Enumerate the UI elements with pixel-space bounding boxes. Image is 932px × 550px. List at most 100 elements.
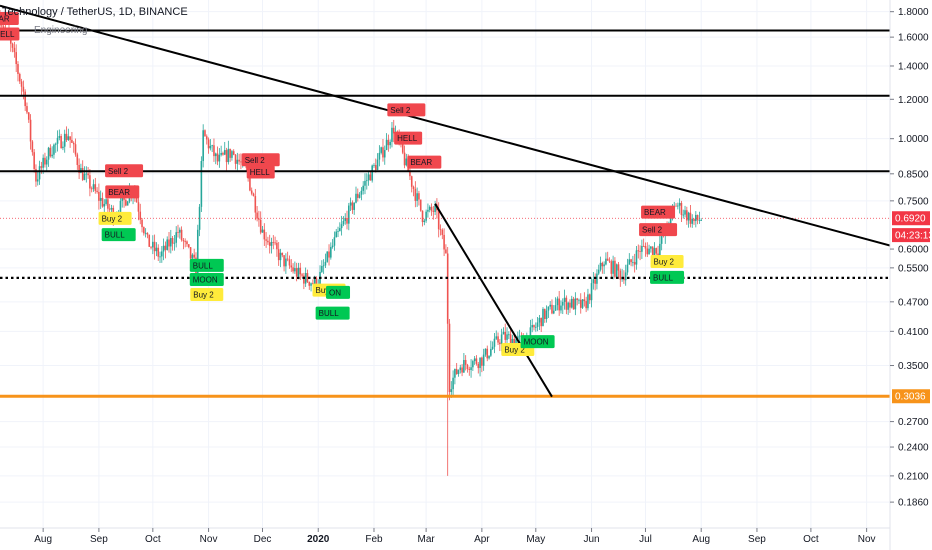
candle-body [513,338,516,345]
candle-body [646,248,649,255]
signal-sell-tag[interactable]: Sell 2 [639,223,678,237]
signal-tag-box [246,165,275,179]
candle-body [276,242,278,250]
candle-body [85,173,88,175]
candle-body [252,193,255,197]
candle-body [0,25,3,27]
signal-tag-box [326,285,351,299]
signal-sell-tag[interactable]: HELL [394,131,423,145]
candle-body [335,231,338,238]
horizontal-levels-layer [0,29,890,398]
signal-buy-tag[interactable]: Buy 2 [190,288,224,302]
signal-sell-tag[interactable]: BEAR [0,12,19,26]
candle-body [27,112,30,120]
candle-body [642,245,645,247]
candle-body [159,256,161,258]
signal-tag-label: HELL [0,30,15,39]
signal-tag-label: BEAR [410,158,432,167]
signal-tag-box [98,211,132,225]
candle-body [126,201,129,206]
candle-body [619,270,622,280]
candle-body [603,264,605,267]
candle-body [288,259,291,266]
signal-sell-tag[interactable]: BEAR [105,185,140,199]
candle-body [592,279,595,284]
candle-body [321,266,323,272]
candle-body [40,166,43,168]
signal-tag-box [387,103,426,117]
signal-bull-tag[interactable]: ON [326,285,351,299]
candle-body [495,336,498,339]
candle-body [418,193,420,200]
signal-sell-tag[interactable]: BEAR [407,155,442,169]
candle-body [44,157,46,165]
candle-body [54,143,57,145]
price-axis[interactable]: 1.8000 1.6000 1.4000 1.2000 1.0000 0.8500 0.75… [889,0,932,550]
candle-body [466,364,469,370]
candle-body [186,241,188,245]
signal-tag-label: MOON [193,275,218,284]
time-tick-label: Feb [365,534,383,545]
candle-body [164,245,167,250]
candle-body [659,243,661,256]
candle-body [481,357,483,366]
candle-body [204,130,206,137]
signal-sell-tag[interactable]: Sell 2 [105,164,144,178]
candle-body [648,248,650,255]
candle-body [74,144,77,155]
signal-tag-label: BEAR [108,188,130,197]
candle-body [38,166,41,180]
time-axis[interactable]: Aug Sep Oct Nov Dec 2020 Feb Mar Apr May Jun Jul Aug… [0,527,890,545]
candle-body [563,297,566,302]
candle-body [552,310,555,314]
signal-sell-tag[interactable]: HELL [246,165,275,179]
candle-body [47,147,50,160]
candle-body [299,267,302,275]
signal-bull-tag[interactable]: BULL [189,258,224,272]
candle-body [49,147,52,157]
candle-body [53,144,55,155]
signal-bull-tag[interactable]: MOON [520,335,555,349]
signal-bull-tag[interactable]: MOON [189,272,224,286]
candle-body [36,179,39,182]
candle-body [331,245,334,248]
signal-sell-tag[interactable]: BEAR [641,205,676,219]
candle-body [189,247,192,259]
candle-body [450,389,453,393]
candle-body [328,251,330,258]
candle-body [15,52,17,65]
candle-body [256,212,258,219]
candle-body [294,268,296,272]
candle-body [207,139,210,149]
candle-body [18,73,21,82]
signal-buy-tag[interactable]: Buy 2 [650,255,684,269]
candle-body [479,357,481,369]
candle-body [499,342,501,345]
candle-body [509,334,512,347]
candle-body [491,346,494,349]
signal-bull-tag[interactable]: BULL [101,228,136,242]
candle-body [13,47,16,53]
candle-body [139,211,142,220]
signal-sell-tag[interactable]: Sell 2 [387,103,426,117]
trendline[interactable] [0,4,891,247]
candle-body [517,336,519,340]
candle-body [166,239,169,250]
candle-body [218,154,221,162]
signal-buy-tag[interactable]: Buy 2 [98,211,132,225]
candle-body [98,191,100,201]
candle-body [612,260,614,274]
trendline[interactable] [434,203,553,398]
candle-body [536,322,539,327]
signal-bull-tag[interactable]: BULL [315,306,350,320]
candle-body [170,238,172,247]
signal-sell-tag[interactable]: Sell 2 [241,153,280,167]
candle-body [650,246,652,249]
candle-body [267,240,269,243]
signal-bull-tag[interactable]: BULL [650,270,685,284]
candle-body [191,254,194,259]
signal-sell-tag[interactable]: HELL [0,27,20,41]
candle-body [637,250,640,252]
